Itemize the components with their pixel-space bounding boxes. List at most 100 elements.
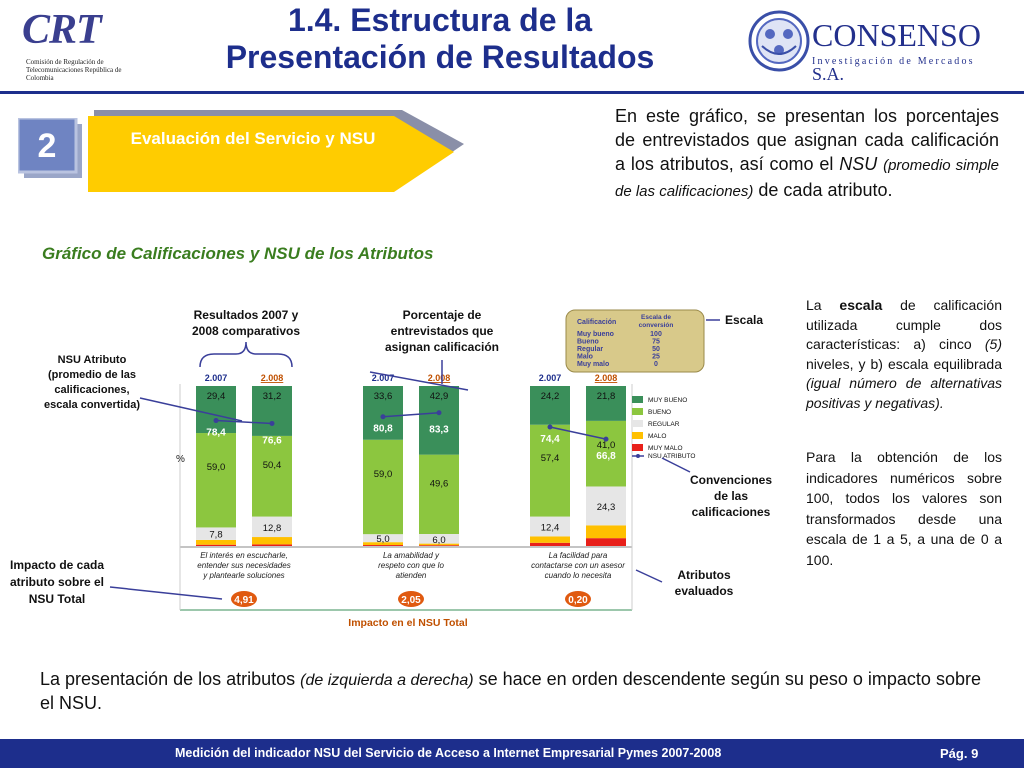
- impact-badge: [231, 591, 257, 607]
- year-label: 2.007: [372, 373, 395, 383]
- section-number-badge: 2: [18, 118, 82, 178]
- data-label-muy-bueno: 42,9: [430, 391, 449, 402]
- year-label: 2.008: [595, 373, 618, 383]
- impact-badge: [565, 591, 591, 607]
- legend-label: BUENO: [648, 409, 671, 416]
- order-note: La presentación de los atributos (de izq…: [40, 668, 990, 715]
- percent-axis-label: %: [176, 454, 185, 465]
- scale-text-3: niveles, y b) escala equilibrada: [806, 355, 1002, 372]
- legend-swatch-nsu-point: [636, 454, 640, 458]
- intro-nsu: NSU: [839, 154, 878, 174]
- callout-impacto: NSU Total: [29, 592, 85, 606]
- bar-segment-malo: [586, 525, 626, 539]
- bar-segment-muy-bueno: [586, 386, 626, 421]
- data-label-bueno: 49,6: [430, 478, 449, 489]
- year-label: 2.007: [539, 373, 562, 383]
- scale-table-header: Escala de: [641, 314, 671, 321]
- scale-text-italic: (igual número de alternativas positivas …: [806, 375, 1002, 411]
- nsu-point: [380, 414, 386, 420]
- attribute-label: entender sus necesidades: [197, 561, 290, 570]
- page-title: 1.4. Estructura de la Presentación de Re…: [140, 2, 740, 76]
- callout-resultados: Resultados 2007 y: [194, 308, 299, 322]
- data-label-muy-bueno: 21,8: [597, 391, 616, 402]
- callout-escala: Escala: [725, 313, 763, 327]
- intro-paragraph: En este gráfico, se presentan los porcen…: [615, 104, 999, 204]
- nsu-value-label: 74,4: [540, 434, 560, 445]
- callout-impacto: atributo sobre el: [10, 575, 104, 589]
- data-label-muy-bueno: 29,4: [207, 391, 226, 402]
- order-note-2: se hace en orden descendente según su pe…: [40, 669, 981, 713]
- legend-label: REGULAR: [648, 421, 680, 428]
- crt-logo-mark: CRT: [22, 7, 102, 53]
- bar-segment-malo: [419, 543, 459, 546]
- data-label-bueno: 50,4: [263, 460, 282, 471]
- data-label-muy-bueno: 31,2: [263, 391, 282, 402]
- bar-segment-muy-malo: [530, 542, 570, 546]
- bar-segment-bueno: [586, 420, 626, 487]
- data-label-regular: 5,0: [376, 534, 389, 545]
- data-label-regular: 12,4: [541, 522, 560, 533]
- bar-segment-bueno: [530, 424, 570, 517]
- scale-text-five: (5): [984, 336, 1002, 352]
- consenso-logo: CONSENSO S.A. Investigación de Mercados: [748, 10, 1018, 84]
- nsu-line: [549, 426, 607, 440]
- legend-swatch-muy-bueno: [632, 396, 643, 403]
- bar-segment-muy-malo: [586, 538, 626, 546]
- callout-atributos: evaluados: [675, 584, 734, 598]
- legend-swatch-muy-malo: [632, 444, 643, 451]
- nsu-point: [213, 418, 219, 424]
- callout-convenciones-arrow: [661, 457, 691, 473]
- impact-footer-label: Impacto en el NSU Total: [348, 617, 467, 629]
- data-label-regular: 12,8: [263, 523, 282, 534]
- chart-heading: Gráfico de Calificaciones y NSU de los A…: [42, 244, 434, 263]
- bar-segment-malo: [252, 537, 292, 545]
- section-number: 2: [38, 127, 57, 165]
- scale-paragraph: La escala de calificación utilizada cump…: [806, 296, 1002, 413]
- footer-text: Medición del indicador NSU del Servicio …: [175, 746, 722, 760]
- callout-atributos-arrow: [635, 569, 663, 583]
- scale-table-rating: Regular: [577, 346, 603, 353]
- consenso-tagline: Investigación de Mercados: [812, 56, 975, 67]
- bar-segment-muy-malo: [419, 545, 459, 546]
- header-divider: [0, 91, 1024, 94]
- bar-segment-muy-bueno: [252, 386, 292, 436]
- impact-value: 0,20: [568, 595, 588, 606]
- callout-porcentaje: entrevistados que: [391, 324, 494, 338]
- data-label-regular: 7,8: [209, 530, 222, 541]
- bar-segment-muy-malo: [252, 544, 292, 546]
- bar-segment-regular: [252, 516, 292, 538]
- nsu-value-label: 80,8: [373, 424, 393, 435]
- scale-text-1: La: [806, 297, 840, 313]
- data-label-regular: 24,3: [597, 502, 616, 513]
- consenso-name: CONSENSO S.A.: [812, 18, 1018, 91]
- scale-table-rating: Muy malo: [577, 361, 609, 368]
- bar-segment-malo: [196, 539, 236, 545]
- scale-text-2: de calificación utilizada cumple dos car…: [806, 297, 1002, 352]
- legend-label: MALO: [648, 433, 666, 440]
- callout-nsu-atributo: calificaciones,: [54, 384, 129, 396]
- order-note-italic: (de izquierda a derecha): [300, 672, 474, 689]
- scale-table-header: conversión: [639, 322, 674, 329]
- crt-logo: CRT Comisión de Regulación de Telecomuni…: [22, 8, 122, 93]
- callout-convenciones: de las: [714, 489, 748, 503]
- callout-brace: [199, 341, 293, 368]
- callout-porcentaje: asignan calificación: [385, 340, 499, 354]
- consenso-suffix: S.A.: [812, 64, 845, 84]
- scale-table-rating: Muy bueno: [577, 331, 614, 338]
- nsu-point: [436, 410, 442, 416]
- attribute-label: cuando lo necesita: [545, 571, 612, 580]
- bar-segment-bueno: [419, 454, 459, 534]
- bar-segment-bueno: [252, 435, 292, 517]
- impact-badge: [398, 591, 424, 607]
- attribute-label: contactarse con un asesor: [531, 561, 625, 570]
- crt-logo-subtitle: Comisión de Regulación de Telecomunicaci…: [26, 58, 122, 82]
- year-label: 2.008: [261, 373, 284, 383]
- bar-segment-regular: [419, 534, 459, 544]
- data-label-bueno: 59,0: [374, 469, 393, 480]
- impact-value: 4,91: [234, 595, 254, 606]
- scale-table-value: 100: [650, 331, 662, 338]
- data-label-muy-bueno: 33,6: [374, 391, 393, 402]
- attribute-label: La facilidad para: [549, 551, 608, 560]
- attribute-label: respeto con que lo: [378, 561, 444, 570]
- attribute-label: y plantearle soluciones: [202, 571, 284, 580]
